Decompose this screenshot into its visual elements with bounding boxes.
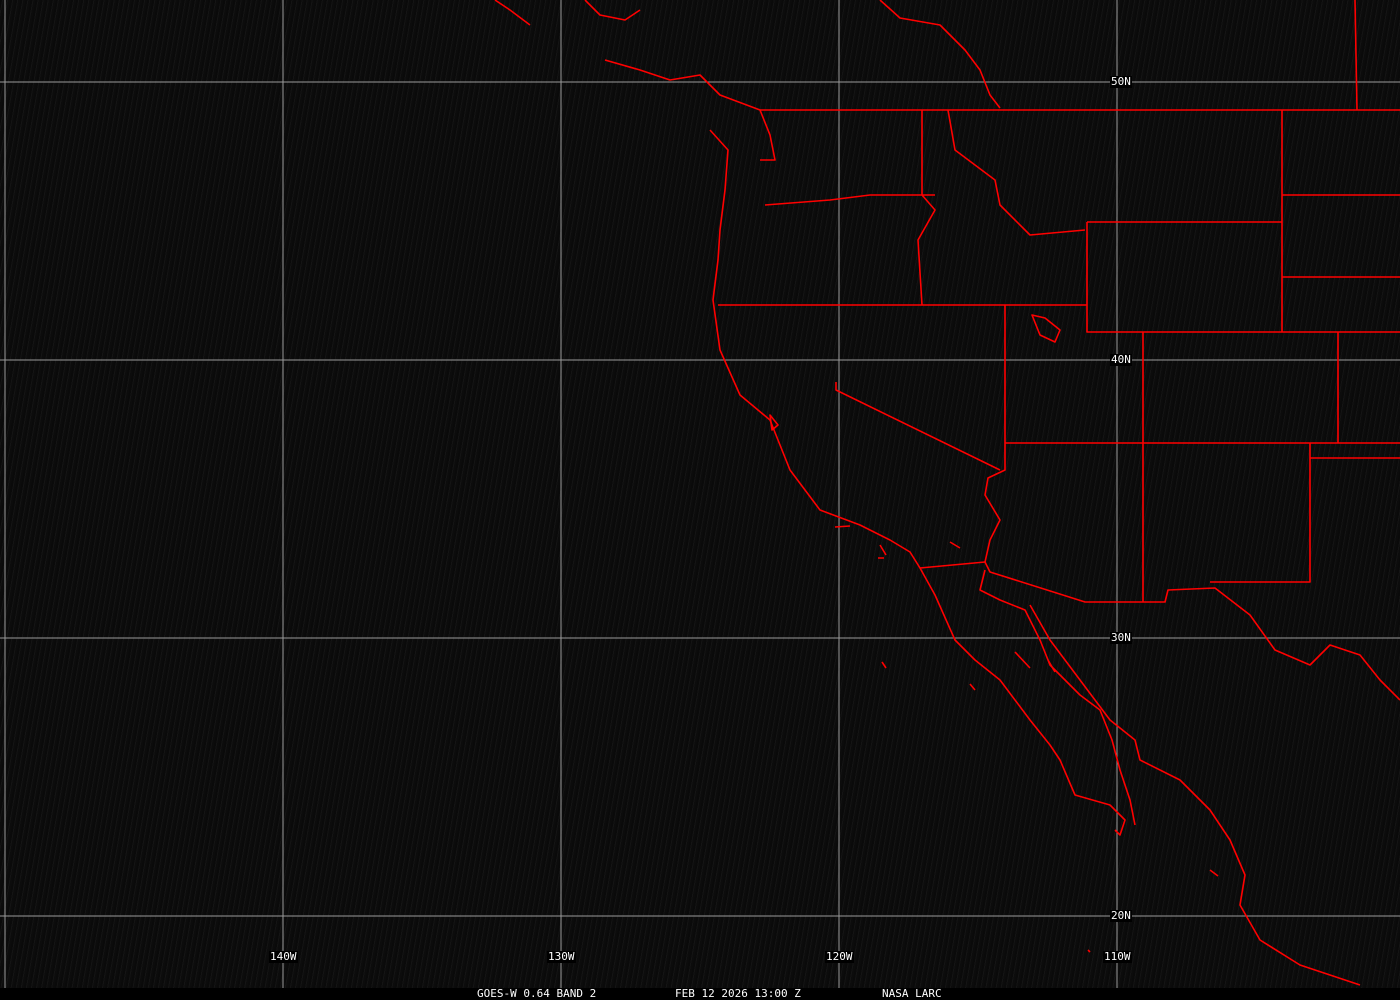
credit-label: NASA LARC xyxy=(882,987,942,1000)
coastline-mexico xyxy=(1029,604,1361,986)
latitude-label: 50N xyxy=(1110,75,1132,88)
state-borders xyxy=(718,109,1400,602)
islands xyxy=(769,314,1219,953)
longitude-label: 130W xyxy=(547,950,576,963)
date-time-label: FEB 12 2026 13:00 Z xyxy=(675,987,801,1000)
longitude-label: 110W xyxy=(1103,950,1132,963)
latitude-label: 40N xyxy=(1110,353,1132,366)
longitude-label: 120W xyxy=(825,950,854,963)
latitude-label: 20N xyxy=(1110,909,1132,922)
coastline-bc xyxy=(494,0,776,161)
satellite-band-label: GOES-W 0.64 BAND 2 xyxy=(477,987,597,1000)
boundaries xyxy=(494,0,1400,986)
latitude-label: 30N xyxy=(1110,631,1132,644)
coastline-gulf-baja xyxy=(979,569,1136,826)
caption-bar: GOES-W 0.64 BAND 2 FEB 12 2026 13:00 Z N… xyxy=(0,988,1400,1000)
border-us-mexico xyxy=(919,561,1400,701)
longitude-label: 140W xyxy=(269,950,298,963)
coastline-pacific xyxy=(709,129,1126,836)
border-canada-us xyxy=(760,0,1400,111)
